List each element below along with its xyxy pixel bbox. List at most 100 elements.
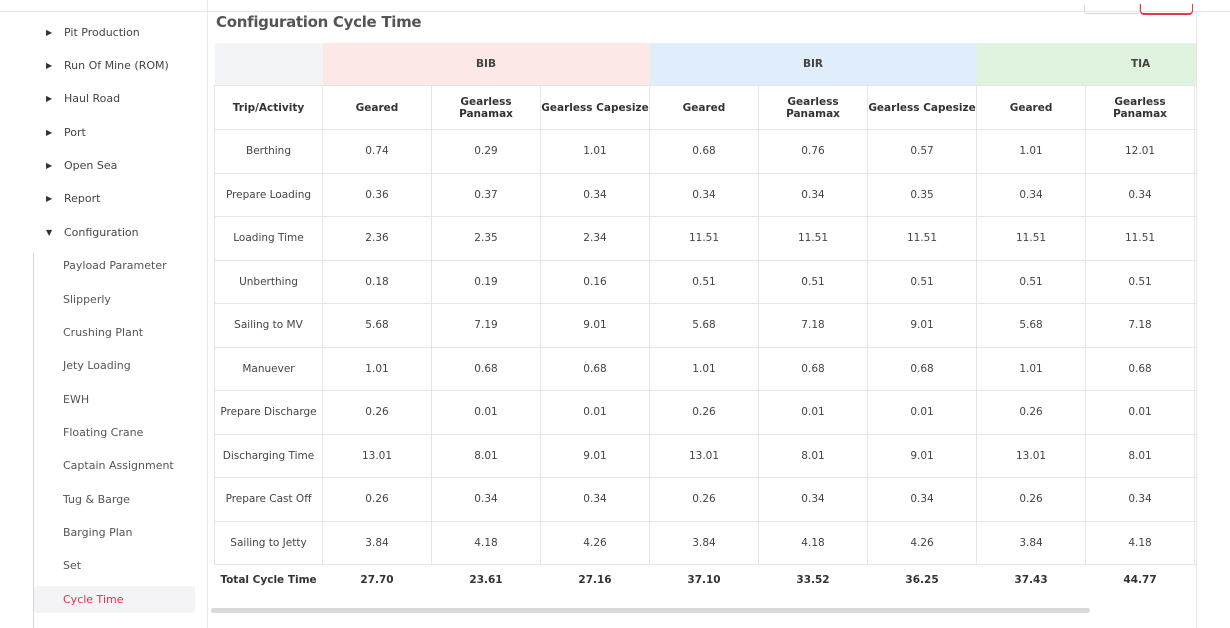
sidebar-subitem-label: Crushing Plant — [63, 325, 144, 339]
value-cell: 0.68 — [540, 346, 650, 391]
value-cell: 0.34 — [758, 172, 868, 217]
sidebar-subitem-cycle-time[interactable]: Cycle Time — [63, 589, 123, 609]
total-value-cell: 37.43 — [976, 564, 1086, 593]
value-cell: 0.36 — [322, 172, 432, 217]
value-cell: 0.34 — [540, 172, 650, 217]
value-cell: 4.26 — [866, 520, 978, 565]
value-cell: 0.34 — [540, 477, 650, 522]
sidebar-subitem-label: Cycle Time — [63, 592, 124, 606]
sidebar-item-open-sea[interactable]: ▶ Open Sea — [46, 155, 117, 175]
value-cell: 13.01 — [322, 433, 432, 478]
total-value-cell: 33.52 — [758, 564, 868, 593]
value-cell: 0.35 — [866, 172, 978, 217]
group-header-bir: BIR — [649, 43, 977, 86]
horizontal-scrollbar[interactable] — [211, 608, 1090, 613]
caret-right-icon: ▶ — [46, 93, 53, 103]
sidebar-item-port[interactable]: ▶ Port — [46, 122, 86, 142]
activity-cell: Unberthing — [214, 259, 323, 304]
value-cell: 4.18 — [1085, 520, 1196, 565]
sidebar-subitem-slipperly[interactable]: Slipperly — [63, 289, 111, 309]
caret-right-icon: ▶ — [46, 60, 53, 70]
sidebar-subitem-jety-loading[interactable]: Jety Loading — [63, 355, 131, 375]
active-item-highlight — [34, 586, 195, 613]
caret-right-icon: ▶ — [46, 193, 53, 203]
sidebar-subitem-set[interactable]: Set — [63, 555, 81, 575]
column-header: Geared — [976, 85, 1087, 130]
cycle-time-table: BIB BIR TIA Trip/Activity Geared Gearles… — [214, 43, 1196, 593]
total-value-cell: 23.61 — [431, 564, 541, 593]
column-header: Trip/Activity — [214, 85, 323, 130]
page-title: Configuration Cycle Time — [216, 13, 422, 31]
sidebar-subitem-label: Slipperly — [63, 292, 111, 306]
activity-cell: Prepare Loading — [214, 172, 323, 217]
value-cell: 0.68 — [1085, 346, 1196, 391]
table-footer: Total Cycle Time 27.70 23.61 27.16 37.10 33.5… — [214, 564, 1196, 593]
header-secondary-button[interactable] — [1084, 5, 1140, 14]
value-cell: 9.01 — [540, 303, 650, 348]
table-body: Berthing 0.74 0.29 1.01 0.68 0.76 0.57 1.01 12.0… — [214, 129, 1196, 565]
value-cell: 9.01 — [540, 433, 650, 478]
activity-cell: Sailing to MV — [214, 303, 323, 348]
column-header-overflow — [1194, 85, 1196, 130]
value-cell: 0.51 — [649, 259, 759, 304]
sidebar-item-label: Report — [64, 191, 101, 205]
value-cell: 0.01 — [1085, 390, 1196, 435]
sidebar-subitem-label: Tug & Barge — [63, 492, 130, 506]
value-cell: 13.01 — [649, 433, 759, 478]
total-value-cell: 27.70 — [322, 564, 432, 593]
value-cell: 0.16 — [540, 259, 650, 304]
value-cell: 4.18 — [431, 520, 541, 565]
value-cell: 0.34 — [1085, 477, 1196, 522]
sidebar-subitem-tug-barge[interactable]: Tug & Barge — [63, 489, 130, 509]
cycle-time-table-container: BIB BIR TIA Trip/Activity Geared Gearles… — [214, 43, 1196, 593]
sidebar-subitem-floating-crane[interactable]: Floating Crane — [63, 422, 143, 442]
sidebar: ▶ Pit Production ▶ Run Of Mine (ROM) ▶ H… — [0, 0, 208, 628]
activity-cell: Manuever — [214, 346, 323, 391]
column-header: Gearless Panamax — [1085, 85, 1196, 130]
column-header: Gearless Panamax — [758, 85, 868, 130]
value-cell: 0.34 — [431, 477, 541, 522]
submenu-guide-line — [33, 253, 34, 628]
value-cell: 0.01 — [758, 390, 868, 435]
caret-right-icon: ▶ — [46, 160, 53, 170]
sidebar-subitem-captain-assignment[interactable]: Captain Assignment — [63, 455, 174, 475]
total-value-cell: 36.25 — [867, 564, 977, 593]
value-cell: 0.76 — [758, 129, 868, 174]
value-cell: 0.26 — [649, 390, 759, 435]
value-cell: 3.84 — [322, 520, 432, 565]
value-cell: 0.68 — [758, 346, 868, 391]
value-cell: 5.68 — [322, 303, 432, 348]
content-right-border — [1196, 11, 1197, 628]
sidebar-subitem-label: Jety Loading — [63, 358, 131, 372]
value-cell: 0.68 — [866, 346, 978, 391]
caret-down-icon: ▼ — [46, 227, 53, 237]
sidebar-item-report[interactable]: ▶ Report — [46, 188, 100, 208]
sidebar-subitem-label: Set — [63, 558, 82, 572]
sidebar-subitem-crushing-plant[interactable]: Crushing Plant — [63, 322, 143, 342]
value-cell: 0.74 — [322, 129, 432, 174]
sidebar-item-haul-road[interactable]: ▶ Haul Road — [46, 88, 120, 108]
sidebar-item-run-of-mine[interactable]: ▶ Run Of Mine (ROM) — [46, 55, 169, 75]
sidebar-item-configuration[interactable]: ▼ Configuration — [46, 222, 139, 242]
value-cell: 0.01 — [540, 390, 650, 435]
group-header-tia: TIA — [976, 43, 1196, 86]
activity-cell: Sailing to Jetty — [214, 520, 323, 565]
table-row: Prepare Discharge 0.26 0.01 0.01 0.26 0.01 0.0… — [214, 390, 1196, 435]
sidebar-subitem-ewh[interactable]: EWH — [63, 389, 89, 409]
value-cell: 0.57 — [866, 129, 978, 174]
table-row: Berthing 0.74 0.29 1.01 0.68 0.76 0.57 1.01 12.0… — [214, 129, 1196, 174]
sidebar-item-pit-production[interactable]: ▶ Pit Production — [46, 22, 140, 42]
value-cell: 1.01 — [540, 129, 650, 174]
sidebar-subitem-barging-plan[interactable]: Barging Plan — [63, 522, 133, 542]
group-header-row: BIB BIR TIA — [214, 43, 1196, 86]
value-cell: 11.51 — [866, 216, 978, 261]
activity-cell: Prepare Discharge — [214, 390, 323, 435]
value-cell: 0.34 — [866, 477, 978, 522]
column-header: Geared — [322, 85, 432, 130]
sidebar-subitem-payload-parameter[interactable]: Payload Parameter — [63, 255, 167, 275]
value-cell: 4.18 — [758, 520, 868, 565]
header-primary-button[interactable] — [1140, 4, 1193, 15]
column-header: Geared — [649, 85, 759, 130]
table-row: Manuever 1.01 0.68 0.68 1.01 0.68 0.68 1.01 0.68 — [214, 346, 1196, 391]
total-value-cell: 44.77 — [1085, 564, 1195, 593]
